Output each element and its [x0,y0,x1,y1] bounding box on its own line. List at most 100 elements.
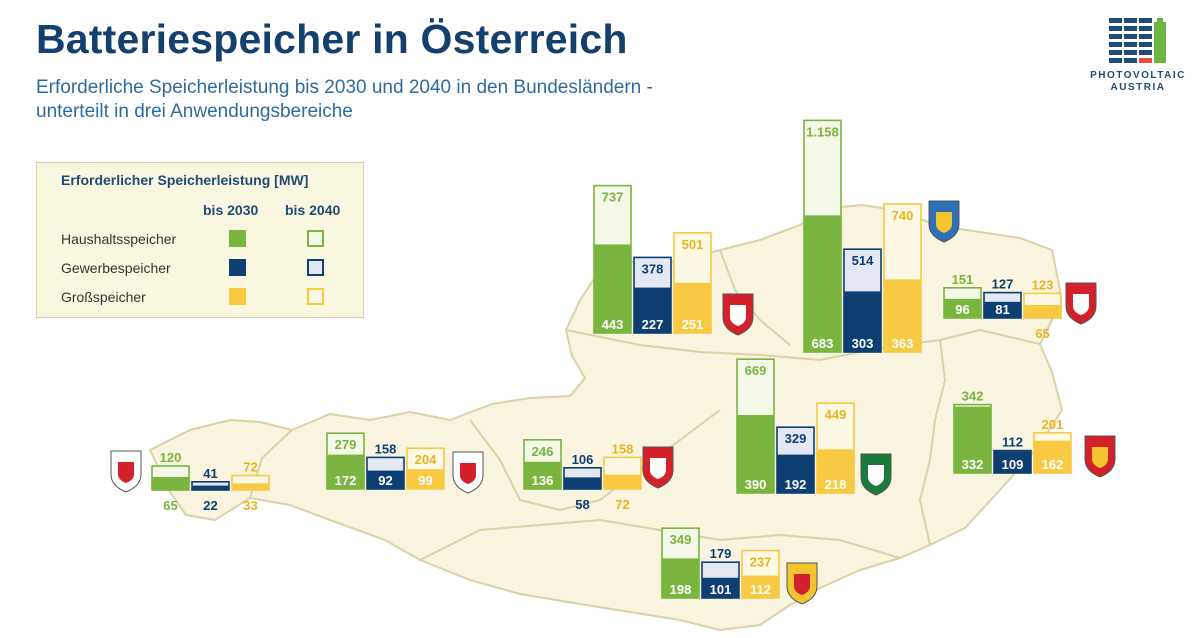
chart-legend: Erforderlicher Speicherleistung [MW] bis… [36,162,364,318]
value-label-gross-2030: 162 [1042,457,1064,472]
value-label-gewerbe-2030: 22 [203,498,217,513]
bar-gross-2030 [1024,305,1061,318]
bar-gewerbe-2030 [844,291,881,352]
value-label-gewerbe-2040: 41 [203,466,217,481]
legend-title: Erforderlicher Speicherleistung [MW] [61,172,309,188]
value-label-gross-2030: 363 [892,336,914,351]
bar-gewerbe-2030 [564,477,601,489]
shield-inner-shape [118,462,134,483]
subtitle-line: unterteilt in drei Anwendungsbereiche [36,101,353,122]
shield-inner-shape [936,212,952,233]
bar-haushalt-2030 [524,461,561,489]
value-label-gewerbe-2030: 303 [852,336,874,351]
subtitle-line: Erforderliche Speicherleistung bis 2030 … [36,77,653,98]
value-label-gewerbe-2030: 227 [642,317,664,332]
value-label-gross-2040: 201 [1042,417,1064,432]
value-label-gewerbe-2040: 127 [992,277,1014,292]
legend-swatch-gewerbe-2040 [307,259,324,276]
value-label-haushalt-2040: 737 [602,190,624,205]
bar-gross-2030 [232,483,269,490]
value-label-gross-2030: 251 [682,317,704,332]
value-label-gewerbe-2030: 81 [995,302,1009,317]
bar-haushalt-2030 [594,244,631,333]
legend-swatch-gross-2040 [307,288,324,305]
value-label-gross-2030: 65 [1035,326,1049,341]
bar-haushalt-2030 [737,415,774,493]
bar-haushalt-2030 [327,454,364,489]
value-label-gewerbe-2030: 192 [785,477,807,492]
vorarlberg-coat-icon [110,450,142,493]
shield-inner-shape [730,305,746,326]
logo-line-2: AUSTRIA [1110,82,1166,93]
value-label-haushalt-2030: 332 [962,457,984,472]
coat-of-arms-layer [110,200,1116,605]
bar-haushalt-2030 [152,477,189,490]
shield-inner-shape [1073,294,1089,315]
shield-inner-shape [794,574,810,595]
region-bar-group: 1.158 683 514 303 740 363 [803,119,922,353]
bar-haushalt-2030 [944,298,981,318]
value-label-gross-2030: 99 [418,473,432,488]
value-label-gewerbe-2030: 109 [1002,457,1024,472]
legend-column-2030: bis 2030 [203,202,259,218]
value-label-haushalt-2040: 669 [745,363,767,378]
value-label-haushalt-2030: 65 [163,498,177,513]
bar-gross-2030 [604,474,641,489]
steiermark-coat-icon [860,453,892,496]
value-label-haushalt-2040: 151 [952,272,974,287]
value-label-haushalt-2030: 198 [670,582,692,597]
value-label-gross-2040: 740 [892,208,914,223]
shield-inner-shape [460,463,476,484]
value-label-gross-2040: 237 [750,555,772,570]
value-label-haushalt-2030: 683 [812,336,834,351]
value-label-haushalt-2030: 96 [955,302,969,317]
value-label-gross-2040: 204 [415,452,437,467]
kaernten-coat-icon [786,562,818,605]
value-label-gewerbe-2040: 179 [710,546,732,561]
region-bar-group: 737 443 378 227 501 251 [593,184,712,334]
bar-gewerbe-2030 [634,287,671,333]
bar-gewerbe-2030 [367,470,404,489]
value-label-haushalt-2040: 120 [160,450,182,465]
logo-line-1: PHOTOVOLTAIC [1090,70,1186,81]
bar-haushalt-2030 [954,406,991,473]
bar-gross-2030 [674,282,711,333]
value-label-gewerbe-2030: 58 [575,497,589,512]
state-border-line [419,518,901,561]
bar-haushalt-2030 [662,558,699,598]
legend-swatch-haushalt-2030 [229,230,246,247]
photovoltaic-austria-logo: PHOTOVOLTAIC AUSTRIA [1082,16,1194,94]
page-subtitle: Erforderliche Speicherleistung bis 2030 … [36,76,796,124]
value-label-gross-2040: 501 [682,237,704,252]
value-label-gewerbe-2030: 92 [378,473,392,488]
value-label-haushalt-2040: 342 [962,389,984,404]
value-label-haushalt-2040: 349 [670,532,692,547]
bar-gross-2030 [817,449,854,493]
legend-label-haushalt: Haushaltsspeicher [61,231,177,247]
wien-coat-icon [1065,282,1097,325]
value-label-gross-2030: 218 [825,477,847,492]
state-border-line [918,339,947,546]
legend-swatch-gewerbe-2030 [229,259,246,276]
value-label-haushalt-2030: 136 [532,473,554,488]
bar-gewerbe-2030 [994,451,1031,473]
value-label-haushalt-2030: 172 [335,473,357,488]
oberoesterreich-coat-icon [722,293,754,336]
shield-inner-shape [650,458,666,479]
tirol-coat-icon [452,451,484,494]
region-bar-group: 151 96 127 81 123 65 [943,272,1062,341]
burgenland-coat-icon [1084,435,1116,478]
region-bar-group: 120 65 41 22 72 33 [151,450,270,513]
value-label-gewerbe-2040: 158 [375,441,397,456]
state-border-line [565,328,1041,362]
value-label-gewerbe-2040: 112 [1002,435,1023,450]
value-label-gross-2030: 33 [243,498,257,513]
legend-column-2040: bis 2040 [285,202,341,218]
legend-label-gross: Großspeicher [61,289,146,305]
bar-gewerbe-2030 [777,454,814,493]
region-bar-group: 279 172 158 92 204 99 [326,432,445,490]
legend-swatch-gross-2030 [229,288,246,305]
region-bar-group: 246 136 106 58 158 72 [523,438,642,512]
value-label-gewerbe-2040: 106 [572,452,594,467]
chart-bars-layer: 120 65 41 22 72 33 279 172 158 92 204 99 246 136 106 58… [151,119,1072,599]
